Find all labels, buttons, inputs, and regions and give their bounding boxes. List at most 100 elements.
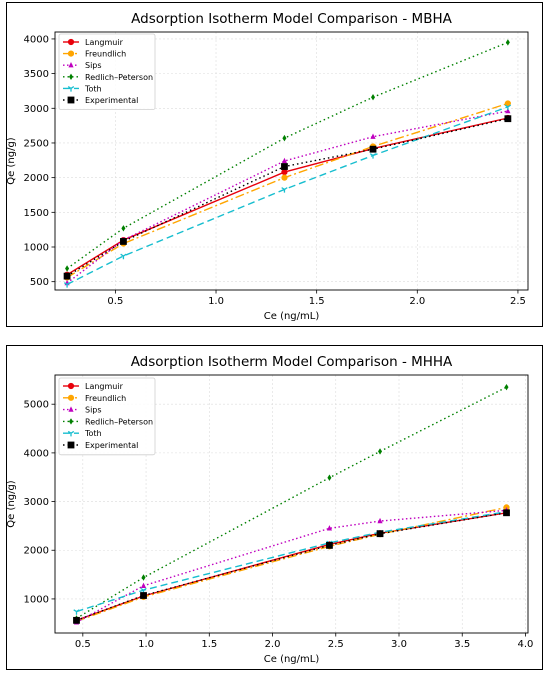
legend-marker bbox=[67, 96, 75, 104]
data-point-redlich-peterson bbox=[371, 93, 376, 101]
series-toth bbox=[63, 104, 512, 288]
x-tick-label: 3.5 bbox=[454, 639, 470, 650]
legend-item-redlich-peterson: Redlich–Peterson bbox=[63, 73, 153, 82]
data-point-redlich-peterson bbox=[282, 134, 287, 142]
series-line-freundlich bbox=[66, 102, 509, 279]
x-tick-label: 2.0 bbox=[409, 296, 425, 307]
series-line-toth bbox=[76, 511, 507, 613]
legend-box bbox=[58, 33, 156, 110]
legend-label: Redlich–Peterson bbox=[85, 73, 153, 82]
x-tick-label: 2.5 bbox=[510, 296, 526, 307]
y-tick-label: 4000 bbox=[24, 34, 49, 45]
legend-item-experimental: Experimental bbox=[63, 96, 138, 105]
data-point-sips bbox=[326, 525, 333, 531]
legend-marker bbox=[67, 86, 75, 92]
data-point-freundlich bbox=[504, 100, 511, 107]
data-point-experimental bbox=[326, 541, 333, 549]
y-tick-label: 4000 bbox=[24, 448, 49, 459]
data-point-experimental bbox=[503, 509, 510, 517]
data-point-experimental bbox=[376, 530, 384, 538]
y-tick-label: 2000 bbox=[24, 546, 49, 557]
grid bbox=[55, 375, 528, 633]
y-axis-label: Qe (ng/g) bbox=[7, 480, 17, 528]
data-point-langmuir bbox=[281, 168, 288, 176]
x-tick-label: 1.0 bbox=[208, 296, 224, 307]
chart-mbha: Adsorption Isotherm Model Comparison - M… bbox=[7, 11, 529, 322]
x-axis-label: Ce (ng/mL) bbox=[264, 311, 320, 322]
legend-item-toth: Toth bbox=[63, 429, 102, 438]
data-point-sips bbox=[140, 582, 147, 588]
legend-marker bbox=[67, 38, 75, 46]
legend: Langmuir Freundlich Sips Redlich–Peterson To… bbox=[58, 377, 156, 456]
y-axis-label: Qe (ng/g) bbox=[7, 137, 17, 185]
legend-marker bbox=[69, 418, 73, 425]
data-point-redlich-peterson bbox=[504, 383, 509, 391]
chart-mhha: Adsorption Isotherm Model Comparison - M… bbox=[7, 354, 534, 665]
y-tick-label: 5000 bbox=[24, 400, 49, 411]
data-point-redlich-peterson bbox=[378, 448, 383, 455]
legend-label: Sips bbox=[85, 61, 102, 70]
plot-area bbox=[54, 31, 529, 291]
x-axis-label: Ce (ng/mL) bbox=[264, 654, 320, 665]
data-point-sips bbox=[377, 517, 383, 524]
data-point-experimental bbox=[140, 592, 147, 599]
legend-item-langmuir: Langmuir bbox=[63, 38, 124, 47]
data-point-redlich-peterson bbox=[121, 225, 126, 232]
data-point-experimental bbox=[504, 115, 512, 123]
data-point-redlich-peterson bbox=[65, 265, 70, 272]
legend-item-langmuir: Langmuir bbox=[63, 382, 124, 391]
series-line-sips bbox=[76, 509, 507, 623]
series-langmuir bbox=[73, 509, 510, 624]
y-tick-label: 2500 bbox=[24, 138, 49, 149]
series-sips bbox=[73, 507, 510, 625]
x-tick-label: 2.0 bbox=[265, 639, 281, 650]
data-point-toth bbox=[281, 187, 288, 193]
data-point-experimental bbox=[281, 163, 288, 170]
legend-marker bbox=[67, 382, 75, 390]
legend-marker bbox=[67, 50, 75, 57]
data-point-redlich-peterson bbox=[327, 474, 332, 481]
legend-marker bbox=[68, 406, 74, 412]
x-tick-label: 0.5 bbox=[75, 639, 91, 650]
y-tick-label: 3500 bbox=[24, 69, 49, 80]
data-point-sips bbox=[281, 157, 288, 164]
chart-title: Adsorption Isotherm Model Comparison - M… bbox=[131, 11, 452, 27]
data-point-toth bbox=[504, 104, 512, 111]
legend-item-sips: Sips bbox=[63, 61, 102, 70]
legend-item-redlich-peterson: Redlich–Peterson bbox=[63, 417, 153, 426]
y-tick-label: 3000 bbox=[24, 497, 49, 508]
series-line-langmuir bbox=[66, 117, 509, 276]
legend-label: Toth bbox=[84, 429, 102, 438]
legend-item-toth: Toth bbox=[63, 84, 102, 93]
y-tick-label: 3000 bbox=[24, 104, 49, 115]
legend-label: Experimental bbox=[85, 96, 138, 105]
legend-label: Freundlich bbox=[85, 50, 126, 59]
x-tick-label: 2.5 bbox=[328, 639, 344, 650]
y-tick-label: 1000 bbox=[24, 243, 49, 254]
legend-item-sips: Sips bbox=[63, 406, 102, 415]
legend-label: Freundlich bbox=[85, 394, 126, 403]
legend-label: Experimental bbox=[85, 441, 138, 450]
legend-label: Toth bbox=[84, 84, 102, 93]
data-point-sips bbox=[505, 107, 511, 114]
legend-label: Langmuir bbox=[85, 38, 124, 47]
series-sips bbox=[64, 107, 511, 286]
legend-item-experimental: Experimental bbox=[63, 441, 138, 450]
data-point-toth bbox=[73, 609, 80, 615]
x-tick-label: 1.5 bbox=[309, 296, 325, 307]
data-point-experimental bbox=[369, 145, 377, 153]
chart-panel-mhha: Adsorption Isotherm Model Comparison - M… bbox=[6, 345, 543, 670]
legend-label: Langmuir bbox=[85, 382, 124, 391]
y-tick-label: 2000 bbox=[24, 173, 49, 184]
x-tick-label: 4.0 bbox=[518, 639, 534, 650]
series-line-freundlich bbox=[76, 506, 507, 622]
series-experimental bbox=[73, 509, 510, 624]
x-tick-label: 3.0 bbox=[391, 639, 407, 650]
y-tick-label: 500 bbox=[30, 277, 49, 288]
series-line-experimental bbox=[66, 118, 509, 277]
series-line-langmuir bbox=[76, 512, 507, 622]
legend-item-freundlich: Freundlich bbox=[63, 394, 126, 403]
data-point-redlich-peterson bbox=[141, 574, 146, 581]
data-point-toth bbox=[120, 253, 127, 260]
legend: Langmuir Freundlich Sips Redlich–Peterson To… bbox=[58, 33, 156, 110]
